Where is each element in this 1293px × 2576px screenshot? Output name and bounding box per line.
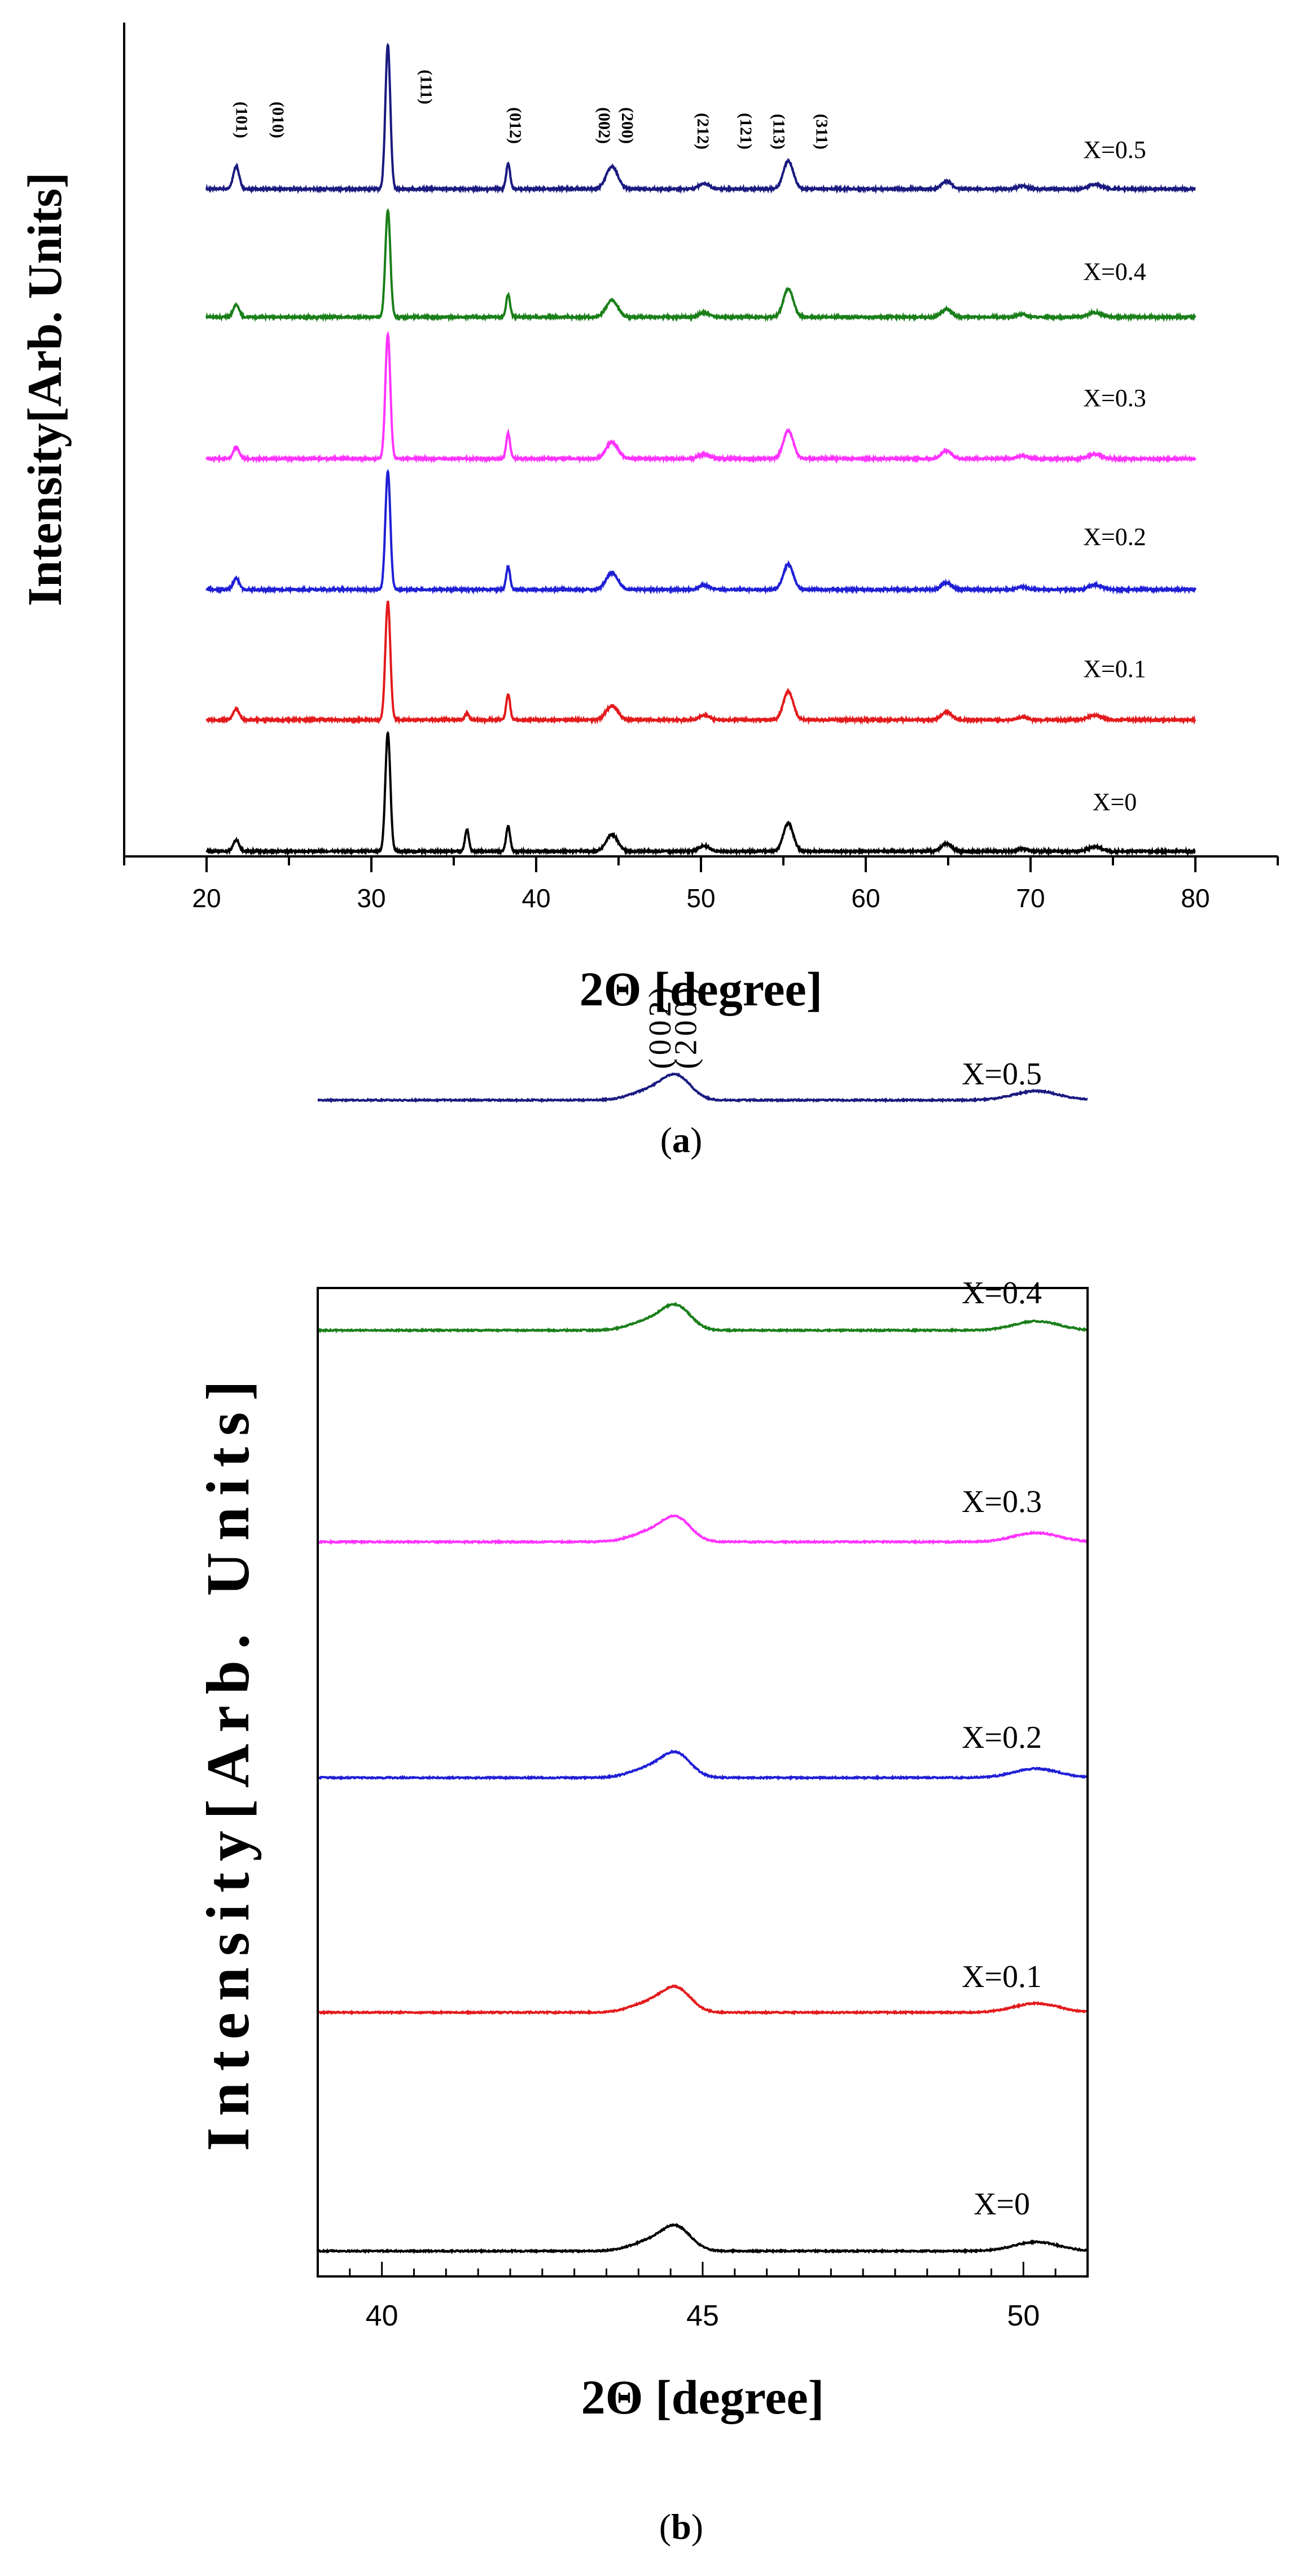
panel-a-x-axis-title: 2Θ [degree] (580, 962, 823, 1016)
panel-a-series-line (205, 331, 1196, 464)
panel-b-series-line (317, 1749, 1088, 1781)
panel-a-x-tick-label: 30 (357, 883, 385, 913)
panel-a-reflection-label: (010) (269, 102, 287, 138)
panel-a-series-label: X=0.4 (1083, 258, 1146, 285)
panel-b-series-line (317, 1072, 1088, 1104)
panel-a-reflection-label: (113) (769, 114, 788, 150)
panel-b-series-label: X=0 (974, 2187, 1030, 2222)
panel-b-axes (317, 1287, 1089, 2278)
panel-b-series-label: X=0.5 (962, 1057, 1042, 1092)
panel-a-series-label: X=0.3 (1083, 384, 1146, 412)
panel-a-x-tick-label: 70 (1016, 883, 1045, 913)
panel-b-x-tick-label: 50 (1007, 2300, 1040, 2332)
panel-b-reflection-label: (002) (643, 984, 678, 1069)
panel-a-caption: (a) (660, 1120, 703, 1160)
panel-a-series-label: X=0.5 (1083, 136, 1146, 164)
panel-b-series-line (317, 1984, 1088, 2016)
panel-b-series-line (317, 2223, 1088, 2254)
panel-a-series-label: X=0 (1093, 788, 1137, 816)
panel-a-x-tick-label: 60 (851, 883, 880, 913)
panel-a-reflection-label: (212) (694, 113, 712, 150)
panel-b-series-line (317, 1302, 1088, 1334)
panel-a-reflection-label: (111) (417, 69, 436, 104)
panel-b-x-tick-label: 40 (366, 2300, 398, 2332)
panel-b-curves (317, 1072, 1088, 2254)
panel-a-reflection-label: (121) (737, 113, 755, 150)
panel-b-series-label: X=0.4 (962, 1276, 1042, 1311)
panel-a-series-line (205, 731, 1196, 857)
panel-a-series-line (205, 208, 1196, 323)
panel-b-x-tick-label: 45 (686, 2300, 719, 2332)
panel-a-series-line (205, 600, 1196, 726)
panel-a-reflection-label: (002) (595, 107, 613, 144)
panel-b-series-label: X=0.1 (962, 1959, 1042, 1994)
panel-a-reflection-label: (311) (812, 114, 831, 150)
panel-b-reflection-label: (200) (669, 984, 704, 1069)
panel-a-x-tick-label: 40 (521, 883, 550, 913)
panel-b-ticks: 40 45 50 (317, 2262, 1089, 2332)
panel-a-series-label: X=0.1 (1083, 655, 1146, 683)
panel-a-reflection-label: (101) (233, 102, 251, 138)
panel-a-reflection-label: (200) (618, 107, 637, 144)
panel-b: 40 45 50 X=0 X=0.1 X=0.2 X=0.3 X=0.4 X=0.5 (002… (195, 984, 1089, 2547)
panel-a-series-label: X=0.2 (1083, 523, 1146, 551)
panel-a-y-axis-title: Intensity[Arb. Units] (17, 172, 72, 606)
panel-a-series-line (205, 42, 1196, 195)
panel-a-curves (205, 42, 1196, 857)
panel-a-ticks: 20 30 40 50 60 70 80 (123, 856, 1279, 913)
panel-b-series-label: X=0.3 (962, 1484, 1042, 1519)
panel-a: 20 30 40 50 60 70 80 X=0X=0.1X=0.2X=0.3X=0.4X=… (17, 23, 1279, 1160)
panel-b-caption: (b) (659, 2507, 703, 2547)
panel-b-series-label: X=0.2 (962, 1720, 1042, 1755)
panel-a-series-line (205, 469, 1196, 595)
panel-a-series-labels: X=0 X=0.1 X=0.2 X=0.3 X=0.4 X=0.5 (1083, 136, 1146, 816)
panel-a-x-tick-label: 80 (1181, 883, 1209, 913)
panel-b-series-line (317, 1514, 1088, 1545)
panel-a-x-tick-label: 50 (686, 883, 715, 913)
panel-b-series-labels: X=0 X=0.1 X=0.2 X=0.3 X=0.4 X=0.5 (962, 1057, 1042, 2222)
panel-b-x-axis-title: 2Θ [degree] (581, 2370, 825, 2424)
panel-a-reflection-labels: (101) (010) (111) (012) (002) (200) (212) (121)… (233, 69, 831, 150)
panel-a-x-tick-label: 20 (192, 883, 221, 913)
panel-b-plot-frame (317, 1287, 1089, 2278)
panel-a-reflection-label: (012) (506, 107, 524, 144)
panel-b-reflection-labels: (002)(200) (643, 984, 703, 1069)
panel-b-y-axis-title: Intensity[Arb. Units] (195, 1369, 262, 2151)
